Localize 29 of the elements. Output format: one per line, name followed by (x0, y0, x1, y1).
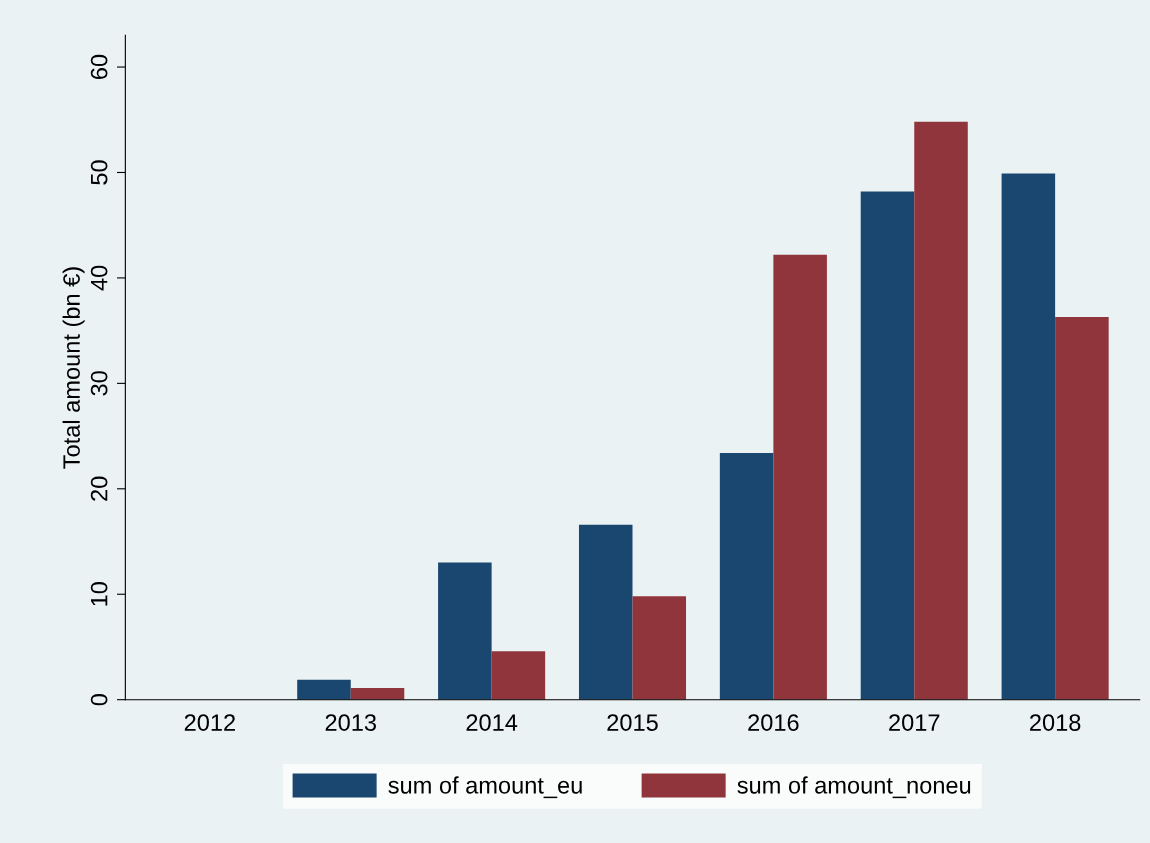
y-axis-title: Total amount (bn €) (62, 267, 85, 469)
y-tick-label: 50 (90, 160, 108, 185)
bar (1001, 173, 1056, 700)
bar (491, 651, 546, 700)
x-tick-label: 2015 (607, 714, 658, 731)
legend-label: sum of amount_noneu (737, 776, 971, 799)
y-tick-label: 10 (90, 582, 108, 606)
x-tick-label: 2017 (889, 714, 940, 731)
x-tick-label: 2016 (748, 714, 799, 731)
bar (860, 191, 915, 700)
bar (350, 688, 405, 700)
x-tick-label: 2012 (184, 714, 235, 731)
bar (632, 596, 687, 700)
bar (1055, 316, 1109, 700)
y-tick-label: 60 (90, 54, 108, 79)
bar (719, 452, 774, 700)
bar (297, 679, 351, 700)
bar (773, 254, 827, 700)
y-tick-label: 20 (90, 476, 108, 501)
x-tick-label: 2013 (325, 714, 376, 731)
x-tick-label: 2014 (466, 714, 518, 731)
x-tick-label: 2018 (1030, 714, 1081, 731)
y-tick-label: 0 (90, 694, 108, 706)
y-tick-label: 40 (90, 265, 108, 291)
legend-label: sum of amount_eu (388, 776, 582, 799)
bar (438, 562, 492, 700)
bar (914, 121, 968, 700)
bar (578, 524, 633, 700)
y-tick-label: 30 (90, 371, 108, 396)
